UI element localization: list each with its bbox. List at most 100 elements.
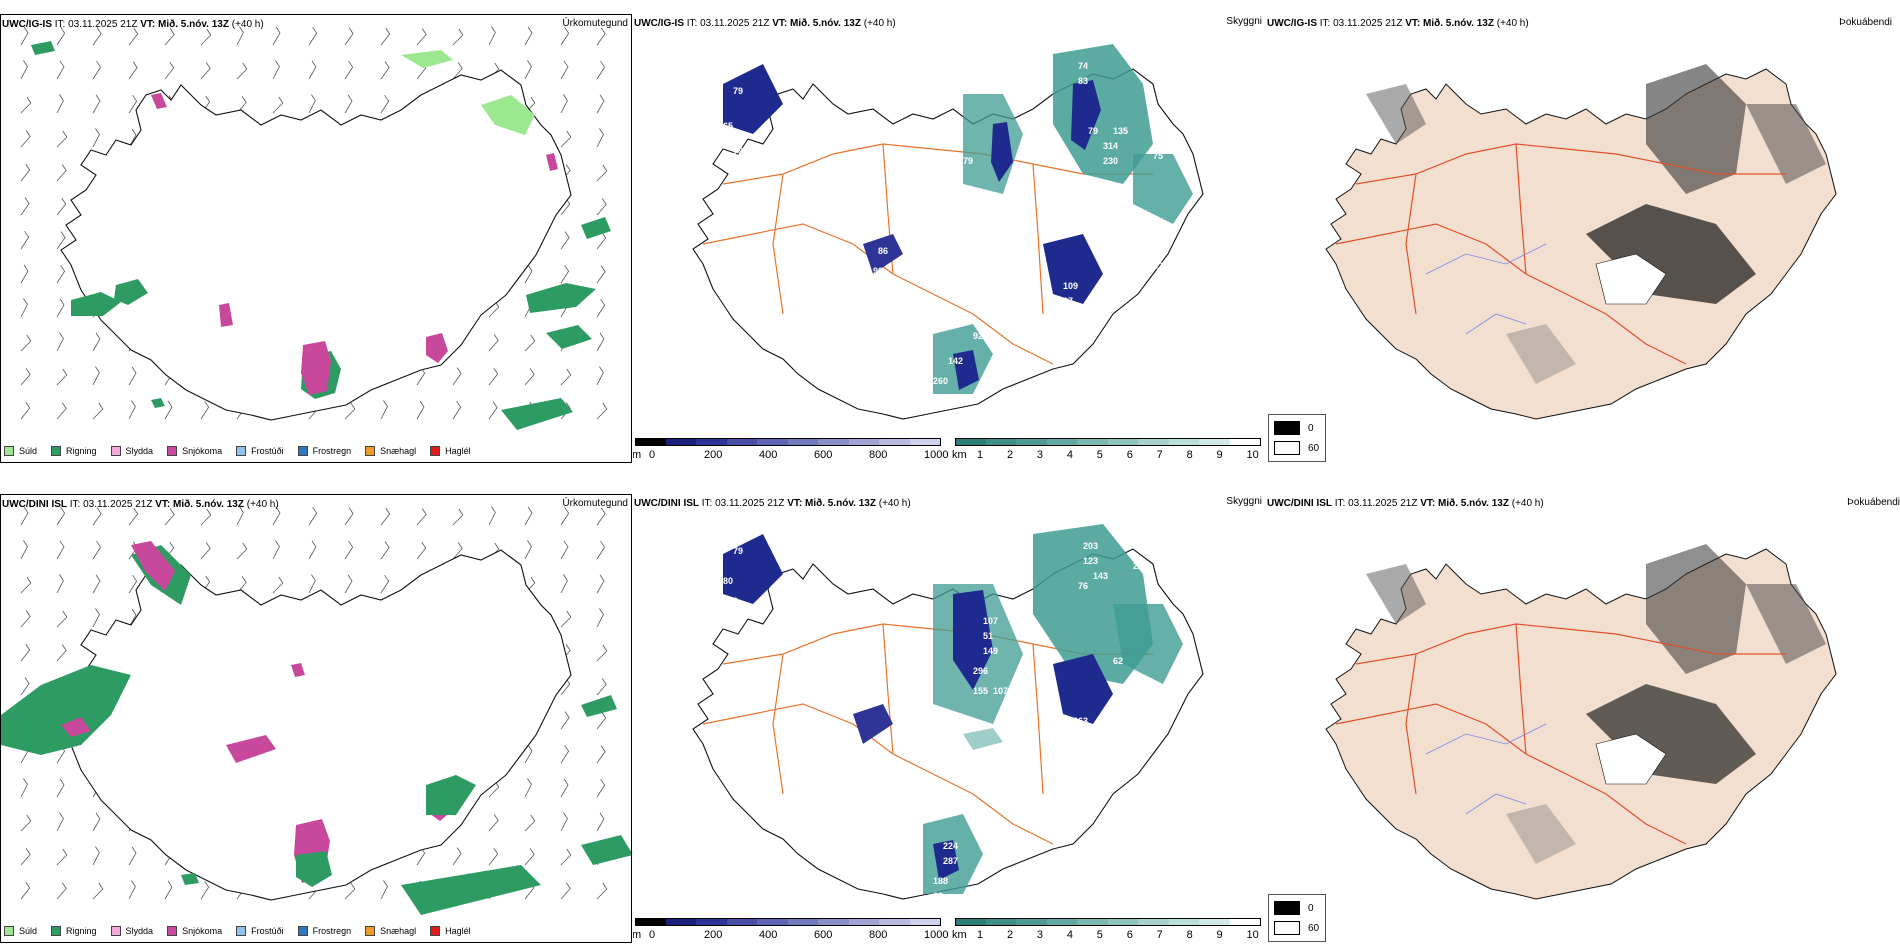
panel-header-row1-fog: UWC/IG-IS IT: 03.11.2025 21Z VT: Mið. 5.… [1267,18,1529,29]
wind-barb [272,26,281,46]
panel-title-cloud-row2: Skyggni [1226,496,1262,507]
wind-barb [380,574,390,594]
colorbar-segment [985,438,1017,446]
wind-barb [56,164,67,182]
fog-legend: 0 60 [1268,414,1326,462]
colorbar-segment [1199,918,1230,926]
wind-barb [128,366,137,386]
wind-barb [308,540,317,560]
cloud-base-value: 155 [973,686,988,696]
wind-barb [128,846,137,866]
precip-map-row1 [20,26,611,430]
cloud-base-value: 80 [728,596,738,606]
wind-barb [20,401,31,420]
wind-barb [452,367,462,386]
colorbar-tick-label: 9 [1216,449,1223,461]
wind-barb [20,778,28,798]
wind-barb [344,402,356,420]
cloud-base-value: 287 [943,856,958,866]
colorbar-tick-label: 3 [1036,449,1043,461]
wind-barb [452,508,464,526]
colorbar-segment [757,918,788,926]
wind-barb [20,677,30,696]
wind-barb [20,230,30,250]
wind-barb [524,506,533,526]
panel-title-fog-row2: Þokuábendi [1847,497,1900,508]
cloud-base-unit: m [633,449,642,461]
wind-barb [524,778,532,798]
precip-map-row2 [1,506,631,915]
legend-item-sudd: Súld [4,446,37,456]
colorbar-tick-label: 800 [869,929,888,941]
colorbar-segment [848,918,880,926]
wind-barb [56,812,64,832]
cloud-base-value: 58 [1013,706,1023,716]
colorbar-segment [879,918,910,926]
wind-barb [452,400,462,420]
cloud-base-value: 92 [973,331,983,341]
wind-barb [452,28,464,46]
wind-barb [92,540,102,560]
iceland-outline [60,69,572,421]
wind-barb [20,60,28,80]
wind-barb [524,814,536,832]
wind-barb [56,298,65,318]
wind-barb [344,882,356,900]
cloud-base-value: 149 [983,646,998,656]
wind-barb [416,400,425,420]
cloud-base-value: 64 [1073,786,1083,796]
colorbar-tick-label: 2 [1006,449,1014,461]
wind-barb [56,231,66,250]
colorbar-segment [818,438,849,446]
wind-barb [488,814,499,832]
colorbar-segment [1107,918,1139,926]
colorbar-segment [1016,918,1047,926]
wind-barb [20,163,31,182]
precip-type-panel-row1: UWC/IG-IS IT: 03.11.2025 21Z VT: Mið. 5.… [0,14,632,463]
wind-barb [56,264,66,284]
wind-barb [560,778,569,798]
cloud-base-value: 62 [1113,656,1123,666]
legend-item-frostregn: Frostregn [297,446,351,456]
colorbar-segment [665,918,697,926]
cloud-base-value: 107 [983,616,998,626]
panel-header-row1-precip: UWC/IG-IS IT: 03.11.2025 21Z VT: Mið. 5.… [2,19,264,30]
colorbar-segment [1016,438,1047,446]
wind-barb [200,62,211,80]
wind-barb [164,61,175,80]
panel-header-row2-fog: UWC/DINI ISL IT: 03.11.2025 21Z VT: Mið.… [1267,498,1544,509]
cloud-base-value: 80 [723,576,733,586]
wind-barb [560,610,572,628]
wind-barb [128,574,138,594]
wind-barb [20,576,32,594]
wind-barb [20,96,32,114]
colorbar-segment [787,438,819,446]
cloud-base-value: 72 [933,176,943,186]
wind-barb [200,28,212,46]
colorbar-tick-label: 400 [759,929,778,941]
roads [1335,623,1786,845]
wind-barb [560,574,568,594]
cloud-base-value: 226 [1133,561,1148,571]
wind-barb [452,847,462,866]
wind-barb [56,332,64,352]
colorbar-segment [909,918,941,926]
wind-barb [20,643,31,662]
colorbar-segment [665,438,697,446]
colorbar-tick-label: 4 [1066,449,1073,461]
wind-barb [344,60,354,80]
wind-barb [560,812,568,832]
wind-barb [20,610,31,628]
wind-barb [92,27,102,46]
cloud-base-value: 142 [948,356,963,366]
cloud-base-value: 123 [1083,556,1098,566]
legend-item-haglel: Haglél [430,926,471,936]
wind-barb [308,506,318,526]
cloud-base-value: 82 [1153,261,1163,271]
legend-item-frostregn: Frostregn [297,926,351,936]
colorbar-tick-label: 7 [1156,449,1163,461]
wind-barb [596,608,604,628]
wind-barb [596,265,606,284]
cloud-base-value: 65 [723,121,733,131]
precip-areas [1,541,631,915]
